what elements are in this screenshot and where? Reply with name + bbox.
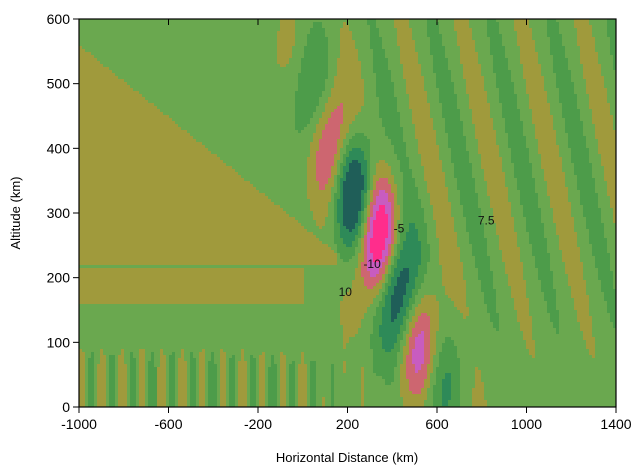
contour-field <box>79 19 617 410</box>
